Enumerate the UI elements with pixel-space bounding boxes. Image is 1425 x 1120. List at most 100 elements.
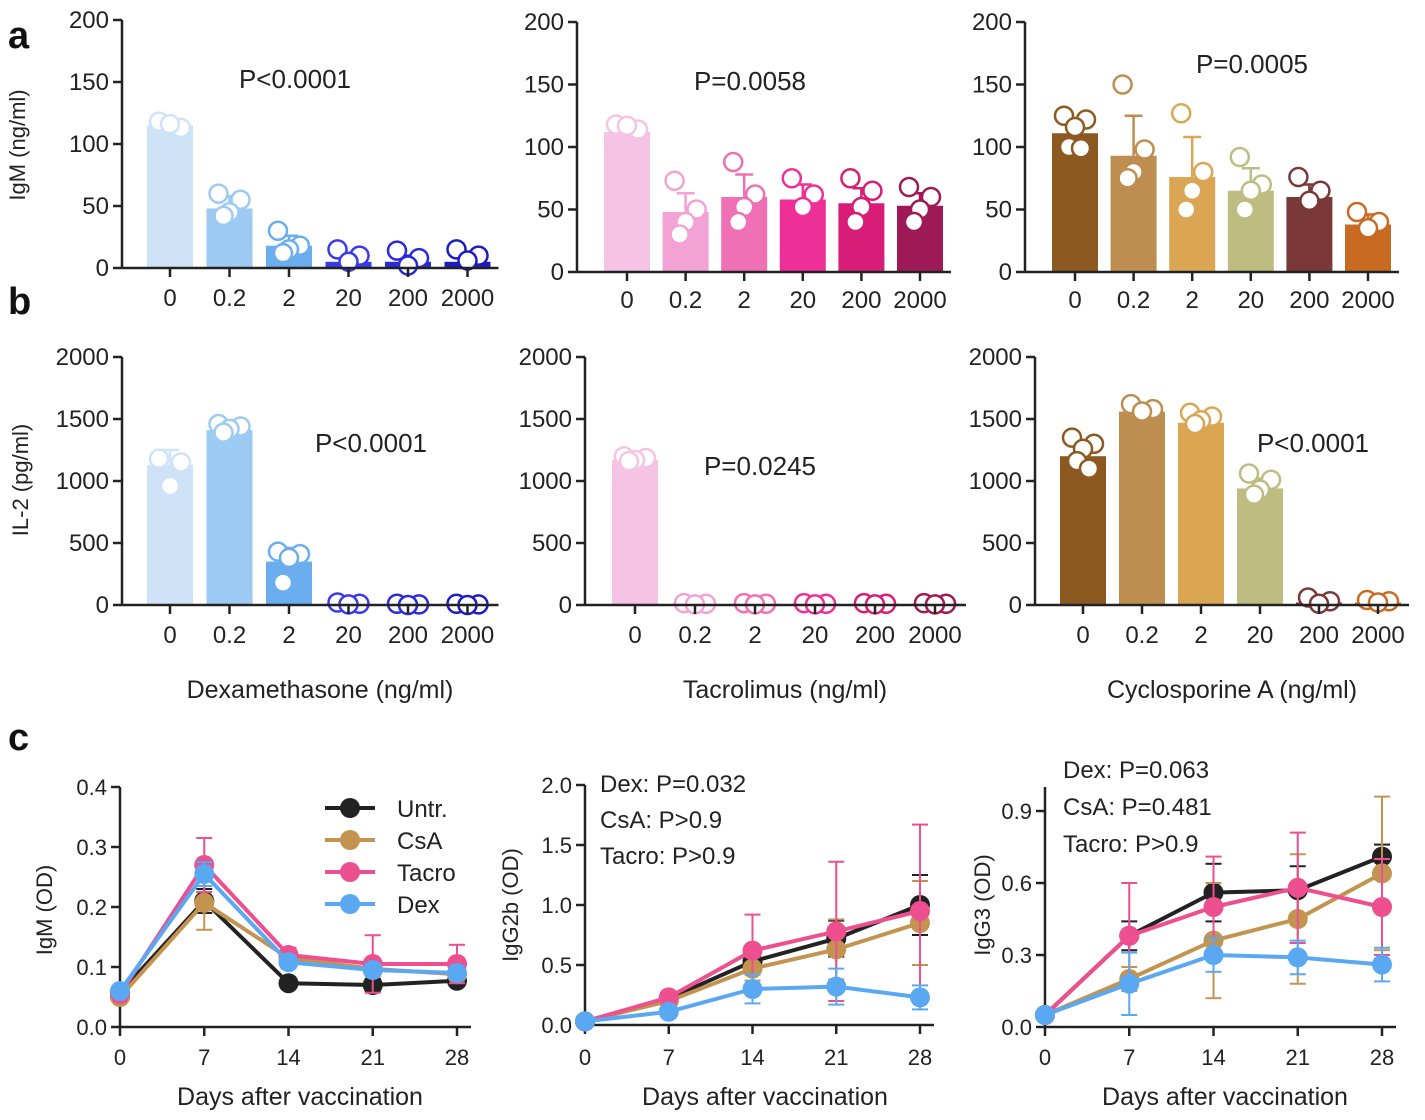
- x-tick-label: 0: [163, 285, 176, 312]
- bar: [612, 459, 658, 605]
- y-tick-label: 1500: [519, 406, 572, 433]
- x-tick-label: 0: [1076, 622, 1089, 649]
- x-tick-label: 0.2: [678, 622, 711, 649]
- data-point: [1240, 180, 1262, 201]
- legend-entry: Dex: [325, 892, 440, 919]
- p-value-label: Tacro: P>0.9: [600, 843, 735, 870]
- y-axis-title: IgM (OD): [32, 865, 57, 955]
- data-point: [1181, 180, 1203, 201]
- y-tick-label: 0: [551, 259, 564, 286]
- bar: [1178, 422, 1224, 605]
- data-point: [1184, 413, 1206, 435]
- y-axis-title: IL-2 (pg/ml): [8, 424, 33, 536]
- p-value-label: CsA: P>0.9: [600, 807, 722, 834]
- y-tick-label: 1000: [969, 468, 1022, 495]
- series-marker: [447, 963, 467, 983]
- legend-label: Dex: [397, 892, 440, 919]
- x-tick-label: 7: [198, 1045, 210, 1070]
- x-tick-label: 200: [1289, 287, 1329, 314]
- x-tick-label: 0: [1068, 287, 1081, 314]
- y-tick-label: 200: [69, 7, 109, 34]
- legend-label: Untr.: [397, 796, 448, 823]
- data-point: [213, 205, 234, 227]
- line-chart-7: 0.0 0.5 1.0 1.5 2.0 IgG2b (OD) Days after vacc…: [498, 771, 934, 1111]
- legend-marker: [340, 830, 360, 850]
- x-axis-title: Days after vaccination: [1102, 1083, 1348, 1111]
- data-point: [903, 211, 925, 233]
- y-tick-label: 2000: [519, 344, 572, 371]
- y-tick-label: 1500: [56, 406, 109, 433]
- y-tick-label: 0: [1009, 592, 1022, 619]
- series-3: [1035, 937, 1392, 1025]
- x-tick-label: 2000: [441, 285, 494, 312]
- data-point: [1238, 463, 1260, 484]
- x-tick-label: 2: [282, 622, 295, 649]
- data-point: [1229, 146, 1251, 168]
- x-tick-label: 7: [1123, 1045, 1135, 1070]
- series-marker: [658, 987, 679, 1008]
- x-tick-label: 21: [1286, 1045, 1310, 1070]
- x-tick-label: 2000: [908, 622, 961, 649]
- x-axis-title: Dexamethasone (ng/ml): [187, 676, 454, 704]
- data-point: [803, 184, 825, 205]
- y-tick-label: 150: [524, 72, 564, 99]
- y-tick-label: 0.0: [76, 1015, 107, 1040]
- data-point: [618, 450, 640, 472]
- x-tick-label: 20: [335, 622, 362, 649]
- x-tick-label: 20: [1237, 287, 1264, 314]
- y-axis-title: IgG3 (OD): [970, 854, 995, 955]
- x-tick-label: 2: [748, 622, 761, 649]
- series-marker: [194, 892, 215, 913]
- data-point: [278, 547, 300, 569]
- x-tick-label: 0.2: [1125, 622, 1158, 649]
- y-tick-label: 1.5: [541, 833, 572, 858]
- data-point: [1064, 116, 1086, 138]
- y-tick-label: 150: [69, 69, 109, 96]
- x-tick-label: 20: [335, 285, 362, 312]
- series-marker: [1372, 954, 1392, 975]
- y-tick-label: 0.3: [76, 835, 107, 860]
- panel-label-c: c: [8, 717, 29, 759]
- x-tick-label: 200: [1299, 622, 1339, 649]
- data-point: [1134, 139, 1155, 160]
- data-point: [1131, 401, 1153, 422]
- x-axis-title: Cyclosporine A (ng/ml): [1107, 676, 1357, 704]
- x-tick-label: 200: [841, 287, 881, 314]
- x-tick-label: 28: [1370, 1045, 1394, 1070]
- panel-label-b: b: [8, 281, 31, 323]
- bar-chart-0: 0 50 100 150 200 IgM (ng/ml) 0 0.2 2 20 200 2000 P<0…: [5, 7, 499, 312]
- x-tick-label: 2: [738, 287, 751, 314]
- series-marker: [1203, 897, 1224, 917]
- x-tick-label: 0: [620, 287, 633, 314]
- x-tick-label: 2: [1186, 287, 1199, 314]
- data-point: [898, 176, 920, 198]
- series-3: [110, 861, 467, 1001]
- p-value-label: P=0.0058: [694, 66, 806, 96]
- data-point: [159, 113, 181, 135]
- data-point: [208, 183, 229, 204]
- x-tick-label: 20: [802, 622, 829, 649]
- y-tick-label: 0.2: [76, 895, 107, 920]
- y-tick-label: 0: [96, 592, 109, 619]
- p-value-label: P<0.0001: [315, 428, 427, 458]
- data-point: [920, 186, 942, 208]
- x-tick-label: 28: [445, 1045, 469, 1070]
- data-point: [781, 168, 803, 189]
- y-tick-label: 50: [985, 197, 1012, 224]
- x-tick-label: 7: [663, 1045, 675, 1070]
- y-tick-label: 0.3: [1001, 943, 1032, 968]
- data-point: [862, 180, 883, 201]
- series-marker: [742, 979, 763, 999]
- y-tick-label: 2000: [56, 344, 109, 371]
- line-chart-8: 0.0 0.3 0.6 0.9 IgG3 (OD) Days after vaccinat…: [970, 757, 1396, 1111]
- panel-label-a: a: [8, 15, 30, 57]
- legend-marker: [340, 862, 360, 882]
- legend-entry: Tacro: [325, 860, 456, 887]
- data-point: [1357, 218, 1379, 239]
- data-point: [664, 170, 685, 191]
- p-value-label: P=0.0005: [1196, 49, 1308, 79]
- p-value-label: Dex: P=0.063: [1063, 757, 1209, 784]
- p-value-label: P<0.0001: [239, 64, 351, 94]
- x-tick-label: 0: [114, 1045, 126, 1070]
- y-tick-label: 0.0: [541, 1013, 572, 1038]
